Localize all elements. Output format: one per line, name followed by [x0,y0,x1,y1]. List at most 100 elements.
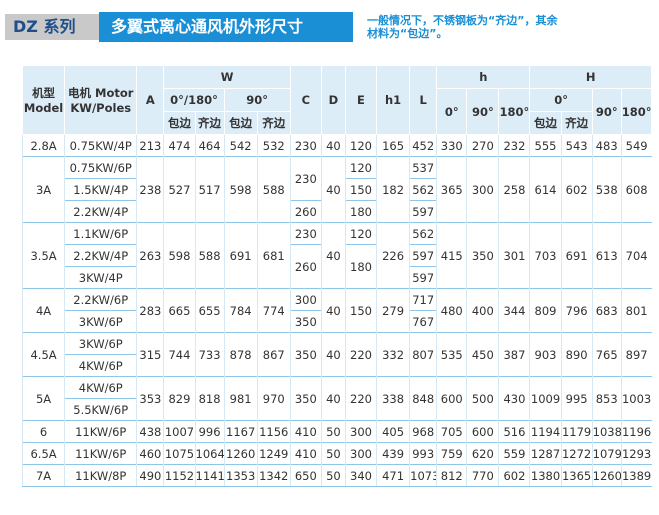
table-cell: 11KW/6P [64,442,137,465]
table-cell: 11KW/6P [64,420,137,443]
table-cell: 650 [289,464,322,487]
table-cell: 704 [620,222,652,289]
table-cell: 471 [376,464,410,487]
table-cell: 1389 [620,464,652,487]
table-cell: 600 [436,376,467,421]
header-cell: 包边 [529,111,562,135]
table-cell: 608 [620,156,652,223]
table-cell: 226 [376,222,410,289]
table-cell: 1249 [256,442,291,465]
table-cell: 50 [320,420,346,443]
table-cell: 238 [136,156,164,223]
header-text: 包边 [534,116,558,130]
table-cell: 897 [620,332,652,377]
header-text: L [419,93,427,107]
table-cell: 1293 [620,442,652,465]
table-row: 2.2KW/4P 260 180 597 [23,200,652,223]
table-cell: 1075 [163,442,196,465]
table-cell: 301 [498,222,530,289]
table-cell: 1009 [529,376,562,421]
table-cell: 600 [466,420,499,443]
title: 多翼式离心通风机外形尺寸 [99,12,353,42]
table-cell: 537 [409,156,437,179]
table-cell: 279 [376,288,410,333]
table-cell: 993 [409,442,437,465]
header-cell: E [344,65,378,135]
table-row: 1.5KW/4P 150 562 [23,178,652,201]
table-cell: 1.5KW/4P [64,178,137,201]
table-cell: 1064 [194,442,225,465]
table-cell: 5A [21,376,65,421]
table-cell: 490 [136,464,164,487]
table-cell: 807 [409,332,437,377]
table-cell: 1156 [256,420,291,443]
header-text: KW/Poles [70,101,132,115]
table-cell: 415 [436,222,467,289]
header-text: Model [23,101,64,115]
table-cell: 809 [529,288,562,333]
table-cell: 260 [289,200,322,223]
table-cell: 50 [320,464,346,487]
header-text: 90° [471,104,494,119]
table-cell: 365 [436,156,467,223]
table-cell: 438 [136,420,164,443]
table-cell: 535 [436,332,467,377]
table-cell: 263 [136,222,164,289]
table-cell: 774 [256,288,291,333]
table-cell: 315 [136,332,164,377]
table-cell: 4KW/6P [64,354,137,377]
table-cell: 1260 [591,464,622,487]
table-cell: 1380 [529,464,562,487]
table-cell: 1007 [163,420,196,443]
table-cell: 1353 [223,464,258,487]
table-cell: 602 [498,464,530,487]
table-cell: 1342 [256,464,291,487]
table-cell: 853 [591,376,622,421]
table-cell: 120 [344,156,377,179]
table-cell: 691 [223,222,258,289]
table-cell: 1152 [163,464,196,487]
table-cell: 3KW/6P [64,332,137,355]
header-text: 齐边 [262,116,286,130]
table-cell: 717 [409,288,437,311]
table-cell: 220 [344,332,377,377]
table-cell: 703 [529,222,562,289]
table-cell: 1038 [591,420,622,443]
header-cell: 180° [620,88,653,135]
table-cell: 1272 [560,442,593,465]
header-text: 齐边 [198,116,222,130]
table-row: 5.5KW/6P [23,398,652,421]
table-cell: 602 [560,156,593,223]
table-cell: 538 [591,156,622,223]
table-cell: 559 [498,442,530,465]
header-text: 0° [554,93,568,107]
header-cell: h1 [376,65,411,135]
table-cell: 300 [344,420,377,443]
table-cell: 6 [21,420,65,443]
header-text: 0° [444,104,459,119]
table-cell: 1260 [223,442,258,465]
table-cell: 527 [163,156,196,223]
table-cell: 829 [163,376,196,421]
table-cell: 353 [136,376,164,421]
header-cell: 包边 [163,111,196,135]
table-cell: 1003 [620,376,652,421]
header-cell: 0° [529,88,593,112]
table-cell: 4.5A [21,332,65,377]
table-cell: 2.2KW/4P [64,200,137,223]
table-cell: 439 [376,442,410,465]
table-cell: 562 [409,222,437,245]
table-cell: 483 [591,134,622,157]
table-cell: 450 [466,332,499,377]
table-cell: 40 [320,288,346,333]
header-text: H [585,70,596,84]
table-row: 4KW/6P [23,354,652,377]
header-cell: 90° [591,88,622,135]
table-cell: 300 [466,156,499,223]
table-cell: 543 [560,134,593,157]
table-cell: 120 [344,134,377,157]
table-cell: 260 [289,244,322,289]
header-cell: 机型 Model [21,65,66,135]
